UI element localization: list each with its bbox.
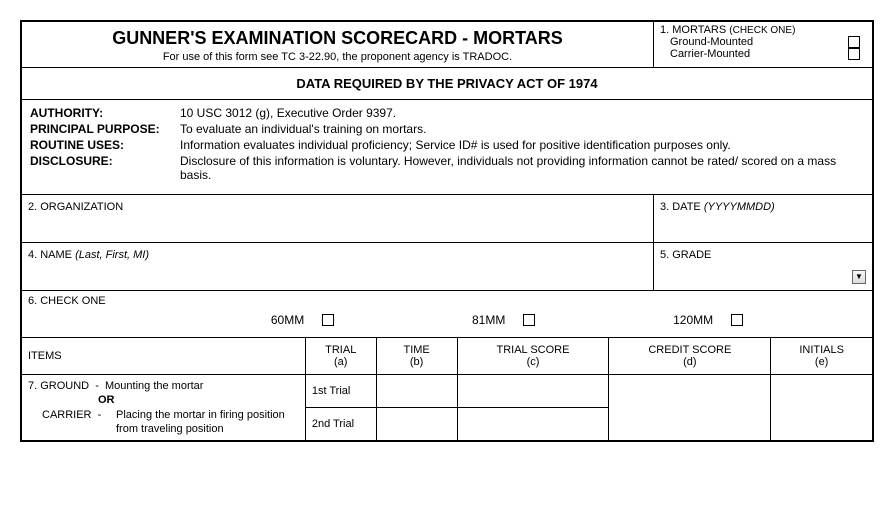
organization-label: 2. ORGANIZATION	[28, 201, 123, 213]
col-items: ITEMS	[22, 338, 305, 375]
privacy-title-row: DATA REQUIRED BY THE PRIVACY ACT OF 1974	[22, 68, 872, 100]
checkbox-81mm[interactable]	[523, 314, 535, 326]
disclosure-label: DISCLOSURE:	[30, 154, 180, 182]
form-subtitle: For use of this form see TC 3-22.90, the…	[28, 51, 647, 63]
authority-label: AUTHORITY:	[30, 106, 180, 120]
checkbox-120mm[interactable]	[731, 314, 743, 326]
credit-cell-7[interactable]	[609, 375, 771, 441]
grade-dropdown[interactable]: ▼	[852, 270, 866, 284]
opt-60mm: 60MM	[271, 313, 304, 327]
trial2-label: 2nd Trial	[305, 407, 376, 440]
opt-carrier-mounted: Carrier-Mounted	[670, 48, 750, 60]
items-table: ITEMS TRIAL (a) TIME (b) TRIAL SCORE (c)…	[22, 337, 872, 440]
privacy-title: DATA REQUIRED BY THE PRIVACY ACT OF 1974	[22, 68, 872, 99]
purpose-label: PRINCIPAL PURPOSE:	[30, 122, 180, 136]
disclosure-text: Disclosure of this information is volunt…	[180, 154, 864, 182]
initials-cell-7[interactable]	[771, 375, 872, 441]
trialscore-cell-2[interactable]	[457, 407, 609, 440]
col-trial-score: TRIAL SCORE (c)	[457, 338, 609, 375]
trial1-label: 1st Trial	[305, 375, 376, 408]
grade-label: 5. GRADE	[660, 249, 711, 261]
time-cell-1[interactable]	[376, 375, 457, 408]
date-label: 3. DATE (YYYYMMDD)	[660, 201, 775, 213]
check-one-label: 6. CHECK ONE	[22, 291, 872, 307]
name-label: 4. NAME (Last, First, MI)	[28, 249, 149, 261]
check-one-row: 6. CHECK ONE 60MM 81MM 120MM	[22, 291, 872, 337]
checkbox-carrier-mounted[interactable]	[848, 48, 860, 60]
name-grade-row: 4. NAME (Last, First, MI) 5. GRADE ▼	[22, 243, 872, 291]
opt-ground-mounted: Ground-Mounted	[670, 36, 753, 48]
privacy-body: AUTHORITY: 10 USC 3012 (g), Executive Or…	[22, 100, 872, 195]
col-time: TIME (b)	[376, 338, 457, 375]
opt-81mm: 81MM	[472, 313, 505, 327]
time-cell-2[interactable]	[376, 407, 457, 440]
form-title: GUNNER'S EXAMINATION SCORECARD - MORTARS	[28, 28, 647, 49]
purpose-text: To evaluate an individual's training on …	[180, 122, 864, 136]
routine-text: Information evaluates individual profici…	[180, 138, 864, 152]
authority-text: 10 USC 3012 (g), Executive Order 9397.	[180, 106, 864, 120]
org-date-row: 2. ORGANIZATION 3. DATE (YYYYMMDD)	[22, 195, 872, 243]
col-initials: INITIALS (e)	[771, 338, 872, 375]
box1-label: 1. MORTARS (CHECK ONE)	[660, 24, 866, 36]
scorecard-form: GUNNER'S EXAMINATION SCORECARD - MORTARS…	[20, 20, 874, 442]
routine-label: ROUTINE USES:	[30, 138, 180, 152]
checkbox-60mm[interactable]	[322, 314, 334, 326]
header-row: GUNNER'S EXAMINATION SCORECARD - MORTARS…	[22, 22, 872, 68]
items-header-row: ITEMS TRIAL (a) TIME (b) TRIAL SCORE (c)…	[22, 338, 872, 375]
opt-120mm: 120MM	[673, 313, 713, 327]
checkbox-ground-mounted[interactable]	[848, 36, 860, 48]
item7-text: 7. GROUND - Mounting the mortar OR CARRI…	[22, 375, 305, 441]
col-trial: TRIAL (a)	[305, 338, 376, 375]
col-credit-score: CREDIT SCORE (d)	[609, 338, 771, 375]
trialscore-cell-1[interactable]	[457, 375, 609, 408]
item7-row1: 7. GROUND - Mounting the mortar OR CARRI…	[22, 375, 872, 408]
